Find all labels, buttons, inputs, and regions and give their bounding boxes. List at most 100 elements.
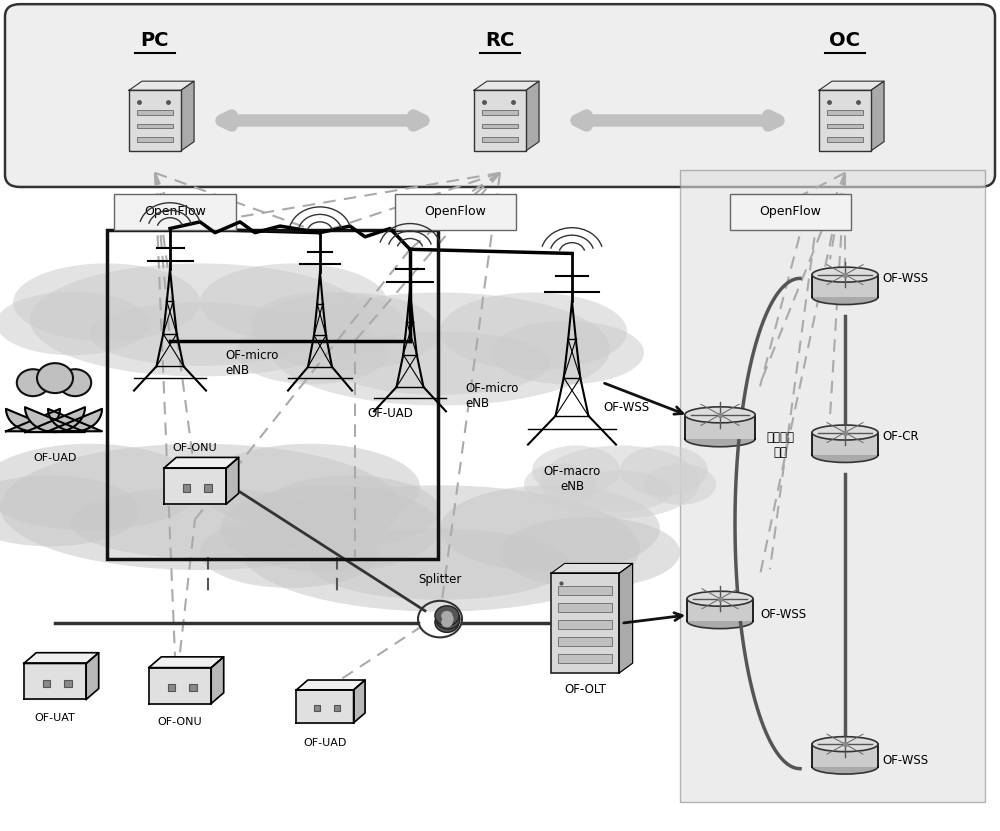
Text: OF-UAT: OF-UAT [35, 713, 75, 723]
Polygon shape [24, 652, 99, 663]
Polygon shape [149, 656, 224, 667]
FancyBboxPatch shape [204, 484, 212, 491]
Ellipse shape [200, 444, 420, 531]
Polygon shape [129, 81, 194, 91]
Polygon shape [619, 563, 633, 673]
FancyBboxPatch shape [551, 573, 619, 673]
Ellipse shape [220, 485, 440, 572]
FancyBboxPatch shape [680, 170, 985, 802]
FancyBboxPatch shape [812, 274, 878, 297]
Ellipse shape [251, 292, 404, 356]
FancyBboxPatch shape [64, 680, 72, 686]
Ellipse shape [200, 263, 387, 342]
Ellipse shape [236, 321, 389, 384]
Text: OF-ONU: OF-ONU [158, 717, 202, 727]
Polygon shape [149, 667, 211, 704]
Polygon shape [24, 663, 86, 700]
Text: OF-micro
eNB: OF-micro eNB [465, 382, 518, 411]
FancyBboxPatch shape [137, 111, 173, 115]
Text: OC: OC [830, 31, 860, 50]
FancyBboxPatch shape [482, 124, 518, 128]
Ellipse shape [30, 263, 370, 376]
Circle shape [17, 369, 49, 396]
Polygon shape [181, 81, 194, 150]
Text: OF-UAD: OF-UAD [367, 407, 413, 420]
Ellipse shape [70, 487, 330, 558]
FancyBboxPatch shape [183, 484, 190, 491]
Ellipse shape [13, 263, 200, 342]
FancyBboxPatch shape [129, 91, 181, 150]
Ellipse shape [812, 447, 878, 462]
Polygon shape [526, 81, 539, 150]
Text: OF-ONU: OF-ONU [173, 443, 217, 453]
FancyBboxPatch shape [558, 587, 612, 595]
Ellipse shape [200, 517, 380, 588]
Circle shape [435, 612, 459, 632]
FancyBboxPatch shape [474, 91, 526, 150]
Polygon shape [6, 409, 60, 431]
FancyBboxPatch shape [687, 598, 753, 622]
Polygon shape [48, 409, 102, 431]
Polygon shape [226, 457, 239, 504]
Polygon shape [164, 468, 226, 504]
FancyBboxPatch shape [482, 137, 518, 141]
Ellipse shape [0, 292, 149, 356]
FancyBboxPatch shape [819, 91, 871, 150]
FancyBboxPatch shape [114, 194, 236, 230]
FancyBboxPatch shape [5, 4, 995, 187]
Circle shape [442, 612, 452, 620]
Ellipse shape [0, 475, 140, 547]
Polygon shape [296, 690, 354, 723]
Ellipse shape [240, 485, 640, 612]
FancyBboxPatch shape [558, 603, 612, 612]
Ellipse shape [270, 293, 610, 406]
Ellipse shape [812, 760, 878, 774]
Polygon shape [86, 652, 99, 700]
Ellipse shape [812, 425, 878, 440]
FancyBboxPatch shape [827, 137, 863, 141]
FancyBboxPatch shape [314, 705, 320, 711]
Text: OF-UAD: OF-UAD [303, 738, 347, 748]
Polygon shape [296, 680, 365, 690]
Text: OF-WSS: OF-WSS [882, 754, 928, 767]
Circle shape [37, 363, 73, 393]
Text: 汇聚环型
网络: 汇聚环型 网络 [766, 430, 794, 459]
Polygon shape [871, 81, 884, 150]
Ellipse shape [532, 445, 620, 495]
Ellipse shape [253, 293, 440, 371]
Text: OF-WSS: OF-WSS [882, 272, 928, 285]
FancyBboxPatch shape [558, 637, 612, 647]
FancyBboxPatch shape [558, 654, 612, 663]
Text: OF-WSS: OF-WSS [760, 608, 806, 622]
Text: OF-WSS: OF-WSS [604, 401, 650, 414]
Ellipse shape [687, 613, 753, 628]
FancyBboxPatch shape [482, 111, 518, 115]
FancyBboxPatch shape [730, 194, 850, 230]
Text: OF-CR: OF-CR [882, 430, 919, 443]
Ellipse shape [491, 321, 644, 384]
FancyBboxPatch shape [812, 745, 878, 766]
Text: OpenFlow: OpenFlow [144, 205, 206, 219]
Polygon shape [551, 563, 633, 573]
Ellipse shape [812, 267, 878, 283]
Circle shape [442, 618, 452, 627]
FancyBboxPatch shape [43, 680, 50, 686]
Text: OF-UAD: OF-UAD [33, 453, 77, 463]
Ellipse shape [500, 517, 680, 588]
Text: OpenFlow: OpenFlow [424, 205, 486, 219]
Ellipse shape [812, 736, 878, 751]
Polygon shape [25, 407, 85, 432]
FancyBboxPatch shape [189, 684, 197, 691]
Polygon shape [819, 81, 884, 91]
Text: OF-micro
eNB: OF-micro eNB [225, 349, 278, 377]
Ellipse shape [330, 332, 550, 395]
Ellipse shape [568, 470, 672, 512]
Ellipse shape [310, 529, 570, 600]
Text: PC: PC [141, 31, 169, 50]
FancyBboxPatch shape [394, 194, 516, 230]
Ellipse shape [687, 592, 753, 607]
Ellipse shape [89, 302, 310, 366]
Polygon shape [474, 81, 539, 91]
FancyBboxPatch shape [137, 124, 173, 128]
Circle shape [59, 369, 91, 396]
